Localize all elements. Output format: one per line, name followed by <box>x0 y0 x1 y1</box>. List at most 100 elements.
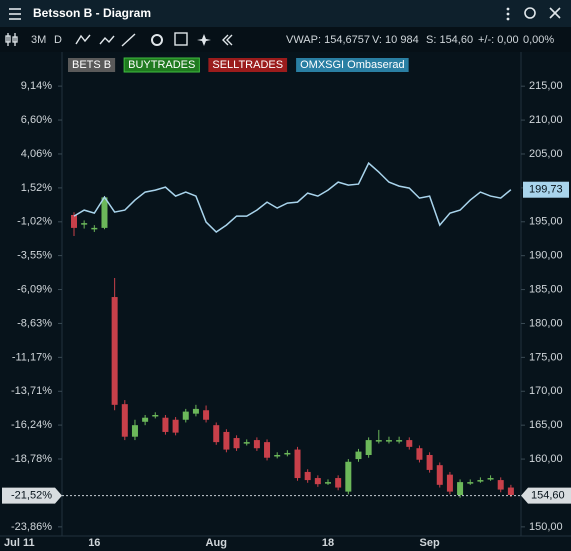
compare-last-box <box>523 181 569 198</box>
candle-body <box>487 478 494 480</box>
y-tick-label: 180,00 <box>529 317 563 329</box>
candle-body <box>396 440 403 442</box>
legend-swatch <box>123 57 200 73</box>
y2-tick-label: -1,02% <box>17 216 52 228</box>
candle-body <box>406 440 413 447</box>
last-change-box <box>2 487 62 504</box>
search-icon[interactable] <box>524 7 536 19</box>
last-price-label: 154,60 <box>531 490 565 502</box>
y2-tick-label: 1,52% <box>21 182 52 194</box>
collapse-icon-2 <box>226 34 233 46</box>
vwap: VWAP: 154,6757 <box>286 34 370 46</box>
candle-body <box>131 425 138 437</box>
candle-body <box>152 415 159 417</box>
draw-line-icon[interactable] <box>121 33 136 47</box>
legend-swatch <box>208 58 288 72</box>
y2-tick-label: -23,86% <box>11 521 52 533</box>
candle-body <box>294 449 301 479</box>
legend-swatch <box>296 58 409 72</box>
candle-body <box>253 440 260 449</box>
more-icon[interactable] <box>506 7 510 21</box>
y2-tick-label: -16,24% <box>11 419 52 431</box>
y-tick-label: 170,00 <box>529 385 563 397</box>
candle-body <box>325 482 331 484</box>
candle-body <box>192 408 199 414</box>
close-icon[interactable] <box>549 7 561 19</box>
x-tick-label: Jul 11 <box>4 537 35 549</box>
magic-icon[interactable] <box>197 34 211 46</box>
last-change-label: -21,52% <box>11 490 52 502</box>
y-tick-label: 175,00 <box>529 351 563 363</box>
compare-icon[interactable] <box>99 35 115 45</box>
candle-body <box>172 419 179 433</box>
y-tick-label: 185,00 <box>529 283 563 295</box>
y2-tick-label: -11,17% <box>12 351 52 363</box>
candle-body <box>91 227 98 230</box>
menu-icon[interactable] <box>9 8 21 20</box>
x-tick-label: Sep <box>420 537 440 549</box>
compare-line <box>73 161 512 233</box>
candle-body <box>335 478 342 488</box>
y-tick-label: 205,00 <box>529 148 563 160</box>
legend-label: BUYTRADES <box>128 59 195 71</box>
candle-body <box>111 297 118 405</box>
candle-body <box>467 482 474 484</box>
indicator-icon[interactable] <box>75 34 91 45</box>
period-button[interactable]: 3M <box>31 34 46 46</box>
candle-body <box>71 215 77 228</box>
candle-body <box>375 440 382 442</box>
candle-body <box>243 442 250 444</box>
candle-body <box>446 474 453 492</box>
candle-body <box>121 404 128 437</box>
y-tick-label: 160,00 <box>529 453 563 465</box>
x-tick-label: 16 <box>88 537 100 549</box>
change-pct: 0,00% <box>523 34 554 46</box>
toolbar <box>0 27 571 52</box>
settings-icon[interactable] <box>151 34 163 46</box>
candle-body <box>101 197 108 228</box>
candle-body <box>162 417 169 432</box>
candle-body <box>81 223 88 225</box>
candle-body <box>507 487 514 495</box>
candle-body <box>274 455 281 457</box>
candle-body <box>365 440 372 455</box>
x-tick-label: Aug <box>206 537 227 549</box>
y2-tick-label: -3,55% <box>17 250 52 262</box>
x-tick-label: 18 <box>322 537 334 549</box>
last-price: S: 154,60 <box>426 34 473 46</box>
candle-body <box>345 461 352 492</box>
y2-tick-label: 9,14% <box>21 80 52 92</box>
collapse-icon[interactable] <box>222 34 229 46</box>
window-title: Betsson B - Diagram <box>33 6 151 20</box>
candle-body <box>304 471 311 481</box>
candle-body <box>142 417 149 422</box>
y2-tick-label: -6,09% <box>17 283 52 295</box>
legend-label: BETS B <box>72 59 111 71</box>
candle-body <box>497 480 504 490</box>
candle-body <box>213 425 220 443</box>
candle-body <box>355 451 362 460</box>
title-bar <box>0 0 571 27</box>
interval-button[interactable]: D <box>54 34 62 46</box>
legend-label: SELLTRADES <box>212 59 283 71</box>
candle-body <box>284 452 291 455</box>
y-tick-label: 195,00 <box>529 216 563 228</box>
change: +/-: 0,00 <box>478 34 519 46</box>
candle-body <box>223 431 230 450</box>
layout-icon[interactable] <box>174 32 188 46</box>
y2-tick-label: -8,63% <box>17 317 52 329</box>
candle-body <box>264 442 271 458</box>
y2-tick-label: -13,71% <box>11 385 52 397</box>
chart-type-icon[interactable] <box>5 33 18 46</box>
y2-tick-label: -18,78% <box>11 453 52 465</box>
last-price-box <box>521 487 571 504</box>
y-tick-label: 165,00 <box>529 419 563 431</box>
candle-body <box>477 480 484 482</box>
candle-body <box>385 440 392 442</box>
candle-body <box>416 448 423 460</box>
candle-body <box>203 410 210 420</box>
volume: V: 10 984 <box>372 34 419 46</box>
